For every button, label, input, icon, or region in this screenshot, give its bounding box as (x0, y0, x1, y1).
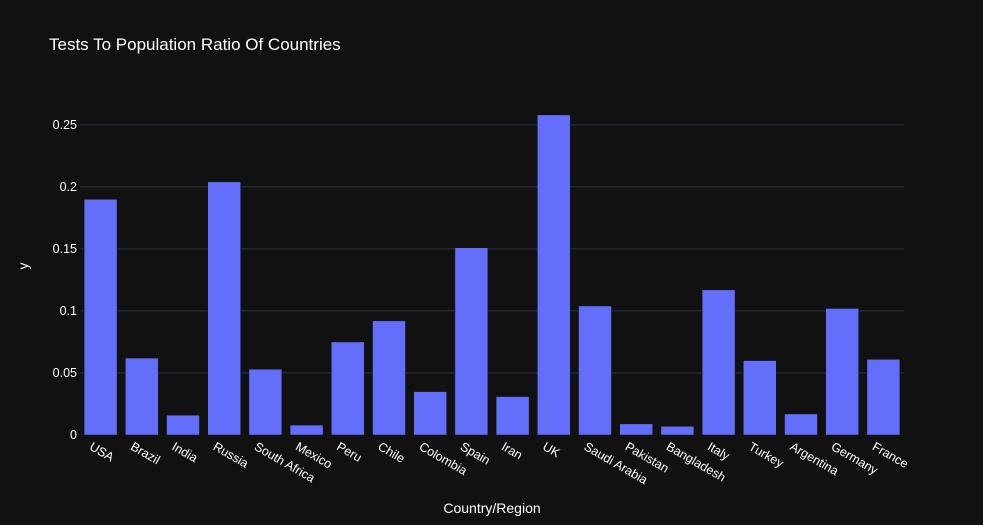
bar-colombia[interactable] (413, 391, 447, 436)
y-tick-label: 0.1 (60, 304, 77, 318)
x-tick-label: Russia (211, 439, 251, 470)
bar-iran[interactable] (495, 396, 530, 436)
y-tick-label: 0.05 (53, 366, 77, 380)
bar-italy[interactable] (701, 289, 736, 436)
bar-uk[interactable] (537, 114, 571, 436)
bar-chile[interactable] (372, 320, 406, 436)
bar-south-africa[interactable] (248, 368, 283, 436)
bar-pakistan[interactable] (619, 423, 653, 436)
y-tick-label: 0.15 (53, 242, 77, 256)
bar-turkey[interactable] (743, 360, 777, 436)
y-axis-label: y (15, 263, 31, 270)
bar-bangladesh[interactable] (660, 426, 695, 436)
chart-title: Tests To Population Ratio Of Countries (49, 35, 341, 54)
x-tick-label: USA (87, 439, 117, 464)
bar-brazil[interactable] (125, 357, 159, 436)
bar-peru[interactable] (331, 341, 365, 436)
y-tick-label: 0 (70, 428, 77, 442)
bar-usa[interactable] (83, 199, 118, 436)
bar-france[interactable] (866, 359, 901, 436)
grid-lines (80, 124, 904, 374)
bar-india[interactable] (166, 414, 200, 436)
y-tick-label: 0.2 (60, 180, 77, 194)
bars (83, 114, 901, 436)
bar-mexico[interactable] (289, 424, 324, 436)
x-tick-label: Iran (499, 439, 525, 462)
x-tick-label: Peru (334, 439, 364, 464)
bar-saudi-arabia[interactable] (578, 305, 612, 436)
x-tick-label: Italy (705, 439, 733, 463)
bar-spain[interactable] (454, 247, 489, 436)
y-axis-ticks: 0 0.05 0.1 0.15 0.2 0.25 (53, 118, 77, 442)
x-tick-label: Turkey (746, 439, 786, 470)
bar-argentina[interactable] (784, 413, 818, 436)
bar-russia[interactable] (207, 181, 241, 436)
y-tick-label: 0.25 (53, 118, 77, 132)
x-axis-label: Country/Region (443, 500, 540, 516)
x-tick-label: Chile (376, 439, 408, 465)
x-tick-label: Brazil (128, 439, 162, 467)
bar-germany[interactable] (825, 308, 859, 436)
x-tick-label: India (170, 439, 201, 465)
x-tick-label: UK (540, 439, 563, 460)
